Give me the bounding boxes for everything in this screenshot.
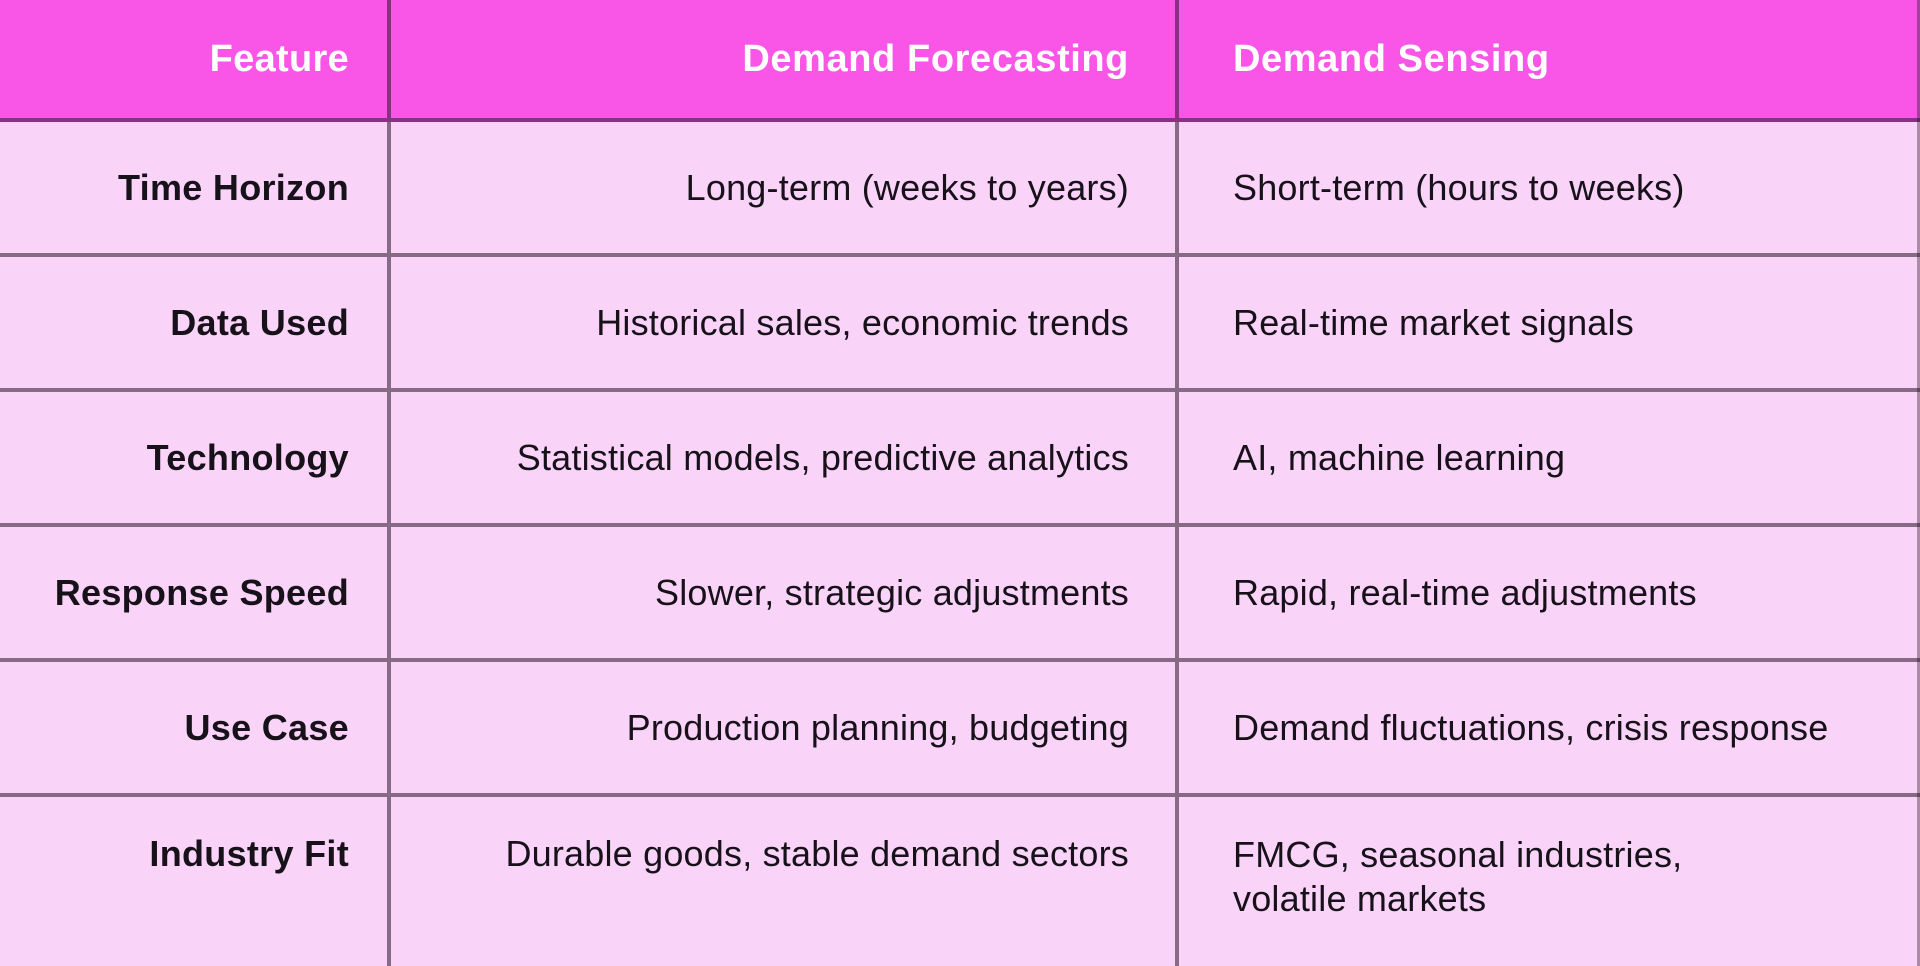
cell-sensing-data-used: Real-time market signals (1175, 257, 1920, 392)
cell-sensing-response-speed: Rapid, real-time adjustments (1175, 527, 1920, 662)
cell-value: Short-term (hours to weeks) (1233, 166, 1685, 208)
cell-feature-technology: Technology (0, 392, 387, 527)
cell-forecasting-time-horizon: Long-term (weeks to years) (387, 122, 1175, 257)
header-label-demand-forecasting: Demand Forecasting (742, 37, 1129, 80)
cell-value: AI, machine learning (1233, 436, 1566, 478)
cell-feature-time-horizon: Time Horizon (0, 122, 387, 257)
cell-forecasting-data-used: Historical sales, economic trends (387, 257, 1175, 392)
cell-value: Real-time market signals (1233, 301, 1634, 343)
cell-feature-use-case: Use Case (0, 662, 387, 797)
cell-sensing-use-case: Demand fluctuations, crisis response (1175, 662, 1920, 797)
header-label-demand-sensing: Demand Sensing (1233, 37, 1550, 80)
cell-value: Production planning, budgeting (626, 706, 1129, 748)
row-label: Industry Fit (149, 833, 349, 874)
header-cell-demand-forecasting: Demand Forecasting (387, 0, 1175, 122)
cell-value: Rapid, real-time adjustments (1233, 571, 1697, 613)
row-label: Data Used (170, 301, 349, 343)
cell-forecasting-use-case: Production planning, budgeting (387, 662, 1175, 797)
row-label: Time Horizon (118, 166, 349, 208)
cell-value: Durable goods, stable demand sectors (505, 833, 1129, 874)
cell-value: Long-term (weeks to years) (685, 166, 1129, 208)
cell-feature-data-used: Data Used (0, 257, 387, 392)
row-label: Response Speed (54, 571, 349, 613)
cell-sensing-industry-fit: FMCG, seasonal industries, volatile mark… (1175, 797, 1920, 966)
cell-forecasting-technology: Statistical models, predictive analytics (387, 392, 1175, 527)
header-label-feature: Feature (209, 37, 349, 80)
header-cell-demand-sensing: Demand Sensing (1175, 0, 1920, 122)
cell-value: Statistical models, predictive analytics (516, 436, 1129, 478)
cell-feature-industry-fit: Industry Fit (0, 797, 387, 966)
row-label: Use Case (184, 706, 349, 748)
cell-forecasting-industry-fit: Durable goods, stable demand sectors (387, 797, 1175, 966)
row-label: Technology (146, 436, 349, 478)
cell-sensing-time-horizon: Short-term (hours to weeks) (1175, 122, 1920, 257)
cell-value: Historical sales, economic trends (596, 301, 1129, 343)
cell-value: Demand fluctuations, crisis response (1233, 706, 1829, 748)
cell-sensing-technology: AI, machine learning (1175, 392, 1920, 527)
header-cell-feature: Feature (0, 0, 387, 122)
cell-value: FMCG, seasonal industries, volatile mark… (1233, 834, 1683, 919)
cell-value: Slower, strategic adjustments (654, 571, 1129, 613)
cell-forecasting-response-speed: Slower, strategic adjustments (387, 527, 1175, 662)
cell-feature-response-speed: Response Speed (0, 527, 387, 662)
